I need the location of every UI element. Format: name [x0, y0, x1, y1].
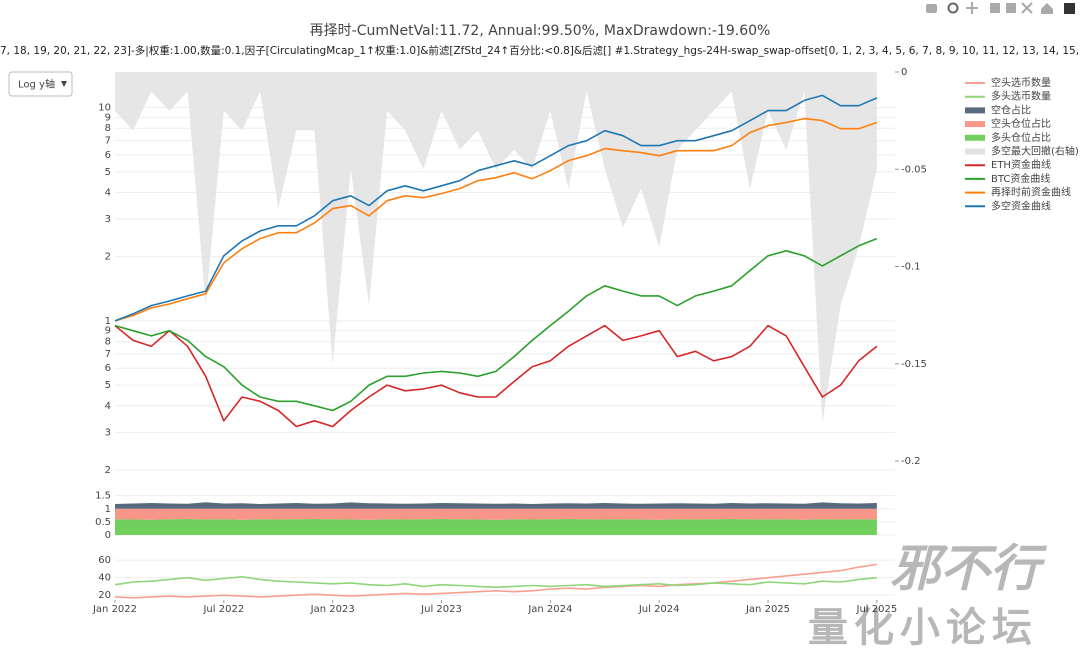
y-tick-label: 3	[105, 427, 111, 438]
legend-label: 空头仓位占比	[991, 117, 1051, 130]
y-tick-label: 10	[98, 103, 111, 114]
y-tick-label: 5	[105, 380, 111, 391]
stacked-area	[115, 519, 877, 535]
y-tick-label: 4	[105, 187, 111, 198]
plot-layer: 23456789123456789100-0.05-0.1-0.15-0.200…	[92, 67, 1079, 615]
home-icon[interactable]	[1041, 3, 1053, 14]
y-tick-label: 7	[105, 136, 111, 147]
y-tick-label: 5	[105, 167, 111, 178]
x-tick-label: Jul 2025	[856, 604, 898, 615]
series-line	[114, 563, 878, 599]
y-tick-label: 8	[105, 123, 111, 134]
y-tick-label: 4	[105, 401, 111, 412]
y-tick-label: 1.5	[95, 491, 111, 502]
legend-label: 多头仓位占比	[991, 131, 1051, 144]
y-tick-label: 2	[105, 252, 111, 263]
series-line	[114, 576, 877, 589]
chart-subtitle: 7, 18, 19, 20, 21, 22, 23]-多|权重:1.00,数量:…	[0, 44, 1080, 57]
y-tick-label: 9	[105, 112, 111, 123]
log-button[interactable]: Log y轴	[8, 71, 73, 97]
legend-label: 再择时前资金曲线	[991, 186, 1071, 199]
plot-panel: 0 0.5 1 1.5	[95, 491, 895, 541]
series-line	[114, 237, 878, 412]
watermark: 邪不行	[890, 540, 1048, 598]
series-line	[114, 117, 878, 322]
legend-label: ETH资金曲线	[991, 158, 1051, 171]
y-tick-label: 9	[105, 326, 111, 337]
y-tick-label: 40	[98, 573, 111, 584]
zoom-out-icon[interactable]	[1006, 3, 1016, 13]
plot-panel: 20 40 60 Jan 2022 Jul 2022 Jan 2023 Jul 2023 Ja…	[92, 554, 897, 615]
dropdown-arrow	[61, 81, 67, 87]
y2-tick-label: -0.15	[901, 359, 927, 370]
x-tick-label: Jan 2024	[527, 604, 572, 615]
x-tick-label: Jan 2022	[92, 604, 137, 615]
y-tick-label: 60	[98, 555, 111, 566]
y-tick-label: 0.5	[95, 517, 111, 528]
series-line	[114, 324, 878, 428]
toolbar	[926, 2, 1075, 14]
y2-tick-label: -0.1	[901, 262, 921, 273]
legend-label: 多空资金曲线	[991, 199, 1051, 212]
x-tick-label: Jul 2023	[420, 604, 462, 615]
x-tick-label: Jan 2023	[310, 604, 355, 615]
legend-label: BTC资金曲线	[991, 172, 1050, 185]
y-tick-label: 7	[105, 349, 111, 360]
button-label[interactable]: Log y轴	[18, 78, 55, 91]
legend: 空头选币数量多头选币数量空仓占比空头仓位占比多头仓位占比多空最大回撤(右轴)ET…	[965, 76, 1079, 212]
y-tick-label: 1	[105, 504, 111, 515]
y-tick-label: 1	[105, 316, 111, 327]
series-line	[114, 94, 878, 322]
plotly-logo[interactable]	[1064, 3, 1075, 14]
camera-icon[interactable]	[926, 4, 937, 13]
watermark: 量化小论坛	[808, 605, 1038, 651]
legend-label: 空头选币数量	[991, 76, 1051, 89]
y-tick-label: 6	[105, 363, 111, 374]
y-tick-label: 8	[105, 337, 111, 348]
stacked-area	[115, 502, 877, 509]
x-tick-label: Jul 2024	[638, 604, 680, 615]
x-tick-label: Jan 2025	[745, 604, 790, 615]
y-tick-label: 20	[98, 590, 111, 601]
stacked-area	[115, 508, 877, 520]
chart-title: 再择时-CumNetVal:11.72, Annual:99.50%, MaxD…	[310, 23, 771, 39]
y-tick-label: 6	[105, 150, 111, 161]
x-tick-label: Jul 2022	[202, 604, 244, 615]
legend-label: 多头选币数量	[991, 90, 1051, 103]
y2-tick-label: -0.05	[901, 164, 927, 175]
y-tick-label: 2	[105, 465, 111, 476]
y2-tick-label: -0.2	[901, 456, 921, 467]
y2-tick-label: 0	[901, 67, 907, 78]
zoom-icon[interactable]	[947, 2, 959, 14]
drawdown-area	[115, 72, 877, 423]
y-tick-label: 0	[105, 530, 111, 541]
legend-label: 空仓占比	[991, 103, 1031, 116]
autoscale-icon[interactable]	[1021, 2, 1033, 14]
y-tick-label: 3	[105, 214, 111, 225]
pan-icon[interactable]	[966, 2, 978, 14]
zoom-in-icon[interactable]	[990, 3, 1000, 13]
legend-label: 多空最大回撤(右轴)	[991, 145, 1079, 158]
button-box[interactable]	[8, 71, 73, 97]
